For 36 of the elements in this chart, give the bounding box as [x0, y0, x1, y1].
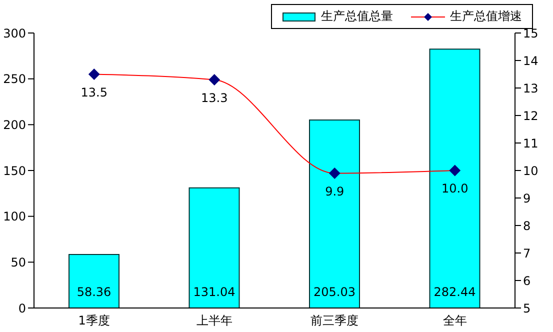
y-tick-label: 200 [3, 118, 26, 132]
y-tick-label: 0 [18, 301, 26, 316]
y2-tick-label: 11 [523, 136, 538, 150]
x-tick-label: 上半年 [196, 314, 232, 328]
x-tick-label: 1季度 [78, 314, 110, 328]
y2-tick-label: 5 [523, 301, 531, 316]
y2-tick-label: 12 [523, 108, 538, 123]
y2-tick-label: 14 [523, 54, 538, 68]
legend-label: 生产总值增速 [450, 8, 522, 25]
y-tick-label: 250 [3, 72, 26, 86]
data-label: 282.44 [434, 285, 476, 299]
data-label: 205.03 [314, 285, 356, 299]
y-tick-label: 50 [10, 255, 26, 270]
data-label: 9.9 [325, 184, 344, 198]
y2-tick-label: 7 [523, 246, 531, 260]
x-tick-label: 前三季度 [310, 314, 359, 328]
data-label: 131.04 [193, 285, 236, 299]
bar [429, 48, 480, 308]
data-label: 10.0 [442, 182, 468, 196]
data-label: 13.5 [80, 85, 108, 100]
bar [68, 254, 120, 308]
y-tick-label: 150 [3, 164, 26, 178]
legend-label: 生产总值总量 [321, 8, 393, 25]
y2-tick-label: 13 [523, 81, 538, 96]
y2-tick-label: 10 [523, 164, 538, 178]
data-label: 58.36 [76, 285, 112, 299]
y2-tick-label: 15 [523, 26, 538, 40]
x-tick-label: 全年 [442, 314, 467, 328]
bar [309, 120, 360, 308]
y-tick-label: 100 [3, 210, 26, 224]
bar [188, 187, 240, 308]
y2-tick-label: 8 [523, 218, 531, 233]
y-tick-label: 300 [3, 26, 26, 40]
y2-tick-label: 9 [523, 191, 531, 206]
y2-tick-label: 6 [523, 274, 531, 288]
data-label: 13.3 [201, 90, 228, 105]
